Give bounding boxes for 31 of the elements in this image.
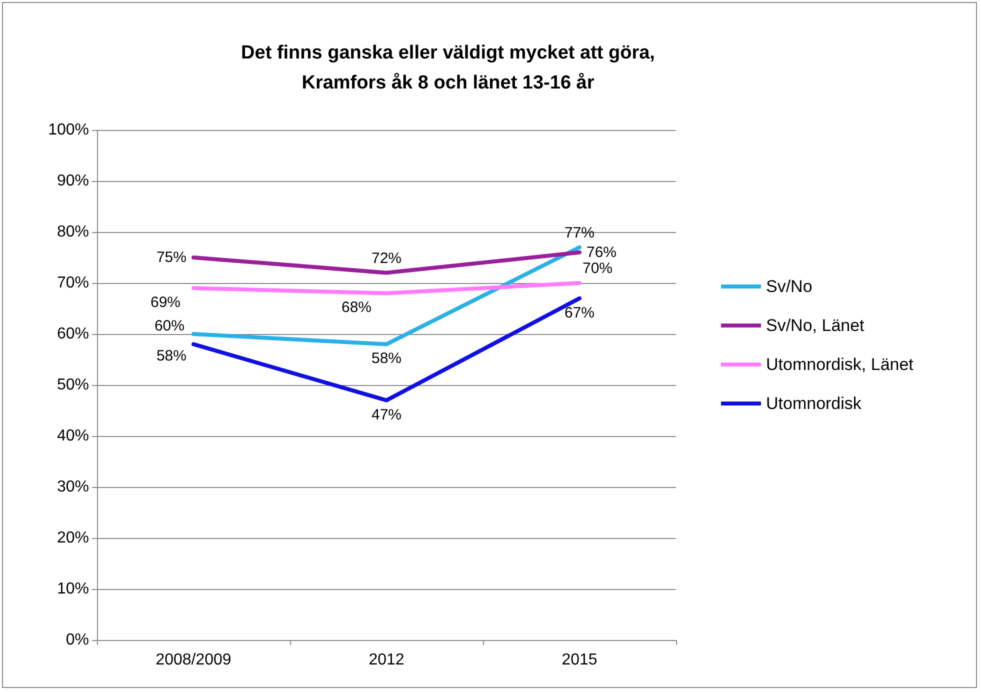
data-label: 60% [154, 318, 184, 334]
y-tick-label: 30% [56, 478, 89, 496]
data-label: 58% [371, 350, 402, 368]
legend-label: Utomnordisk, Länet [766, 355, 914, 374]
x-tick-label: 2015 [562, 652, 598, 668]
data-label: 68% [341, 299, 372, 316]
y-tick-label: 10% [56, 580, 89, 598]
y-tick-label: 100% [48, 122, 89, 138]
data-label: 47% [371, 406, 402, 424]
data-label: 76% [586, 244, 617, 261]
y-tick-label: 60% [56, 326, 89, 342]
y-tick-label: 40% [56, 428, 89, 444]
y-tick-label: 20% [56, 530, 89, 546]
y-tick-label: 50% [56, 376, 89, 394]
data-label: 69% [150, 294, 181, 312]
data-label: 72% [371, 250, 402, 267]
legend-label: Sv/No [766, 277, 812, 296]
data-label: 70% [582, 260, 613, 277]
legend-label: Sv/No, Länet [766, 316, 865, 335]
y-tick-label: 70% [56, 274, 89, 292]
legend-label: Utomnordisk [766, 394, 862, 413]
data-label: 58% [156, 348, 186, 365]
data-label: 77% [564, 224, 595, 242]
y-tick-label: 80% [56, 224, 89, 240]
x-tick-label: 2008/2009 [156, 652, 232, 668]
y-tick-label: 90% [56, 172, 89, 190]
data-label: 75% [156, 249, 186, 266]
y-tick-label: 0% [66, 632, 89, 648]
chart-title: Det finns ganska eller väldigt mycket att göra, Kramfors åk 8 och länet 13-16 år [241, 42, 655, 94]
data-label: 67% [564, 304, 595, 322]
x-tick-label: 2012 [368, 652, 404, 668]
